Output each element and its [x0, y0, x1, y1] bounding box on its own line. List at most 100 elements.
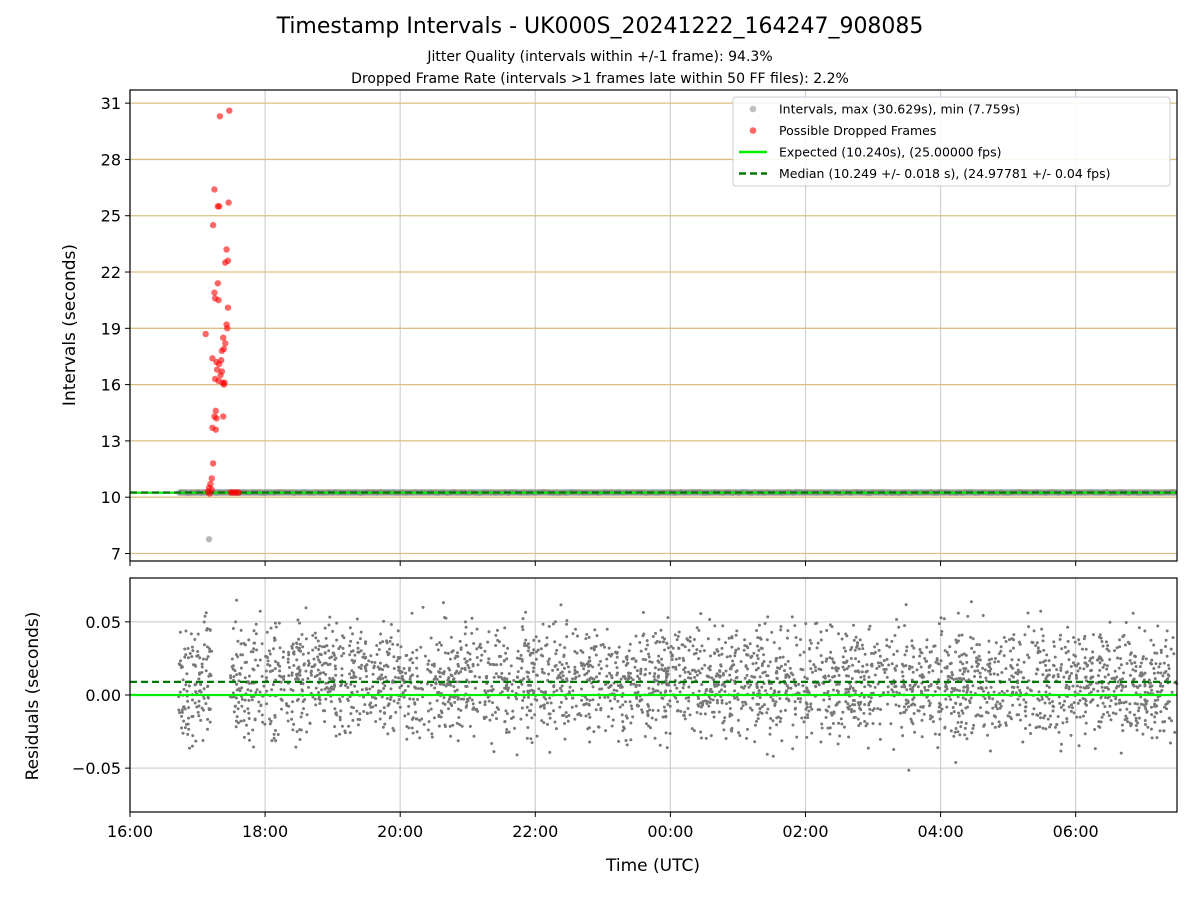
- residual-point: [916, 685, 920, 689]
- residual-point: [1132, 713, 1136, 717]
- residual-point: [696, 697, 700, 701]
- residual-point: [1016, 670, 1020, 674]
- residual-point: [981, 666, 985, 670]
- residual-point: [381, 725, 385, 729]
- residual-point: [208, 650, 212, 654]
- residual-point: [977, 654, 981, 658]
- residual-point: [856, 717, 860, 721]
- residual-point: [599, 667, 603, 671]
- residual-point: [644, 722, 648, 726]
- residual-point: [1042, 648, 1046, 652]
- residual-point: [698, 671, 702, 675]
- residual-point: [641, 610, 645, 614]
- residual-point: [959, 660, 963, 664]
- residual-point: [375, 643, 379, 647]
- residual-point: [277, 621, 281, 625]
- residual-point: [824, 708, 828, 712]
- residual-point: [311, 695, 315, 699]
- residual-point: [291, 700, 295, 704]
- residual-point: [458, 723, 462, 727]
- residual-point: [374, 720, 378, 724]
- residual-point: [1015, 713, 1019, 717]
- residual-point: [378, 675, 382, 679]
- residual-point: [427, 720, 431, 724]
- residual-point: [1056, 673, 1060, 677]
- residual-point: [651, 687, 655, 691]
- residual-point: [853, 689, 857, 693]
- residual-point: [406, 684, 410, 688]
- residual-point: [777, 690, 781, 694]
- residual-point: [781, 655, 785, 659]
- residual-point: [961, 711, 965, 715]
- residual-point: [239, 653, 243, 657]
- residual-point: [1156, 671, 1160, 675]
- residual-point: [953, 730, 957, 734]
- residual-point: [282, 675, 286, 679]
- residual-point: [956, 611, 960, 615]
- residual-point: [486, 661, 490, 665]
- residual-point: [445, 682, 449, 686]
- residual-point: [1156, 690, 1160, 694]
- residual-point: [971, 637, 975, 641]
- residual-point: [848, 704, 852, 708]
- residual-point: [734, 648, 738, 652]
- residual-point: [206, 696, 210, 700]
- residual-point: [714, 674, 718, 678]
- residual-point: [450, 674, 454, 678]
- residual-point: [978, 671, 982, 675]
- residual-point: [969, 600, 973, 604]
- residual-point: [268, 664, 272, 668]
- residual-point: [490, 684, 494, 688]
- residual-point: [544, 690, 548, 694]
- residual-point: [1105, 647, 1109, 651]
- residual-point: [1041, 660, 1045, 664]
- residual-point: [553, 640, 557, 644]
- residual-point: [937, 678, 941, 682]
- residual-point: [748, 642, 752, 646]
- residual-point: [297, 637, 301, 641]
- residual-point: [786, 686, 790, 690]
- residual-point: [969, 696, 973, 700]
- residual-point: [690, 668, 694, 672]
- residual-point: [349, 650, 353, 654]
- residual-point: [246, 707, 250, 711]
- residual-point: [1034, 672, 1038, 676]
- residual-point: [755, 628, 759, 632]
- residual-point: [1134, 716, 1138, 720]
- residual-point: [912, 696, 916, 700]
- residual-point: [231, 627, 235, 631]
- residual-point: [785, 689, 789, 693]
- residual-point: [1055, 668, 1059, 672]
- residual-point: [746, 727, 750, 731]
- residual-point: [778, 656, 782, 660]
- residual-point: [703, 699, 707, 703]
- residual-point: [179, 665, 183, 669]
- residual-point: [191, 649, 195, 653]
- residual-point: [477, 645, 481, 649]
- residual-point: [948, 645, 952, 649]
- residual-point: [247, 698, 251, 702]
- dropped-frame-point: [212, 407, 219, 415]
- residual-point: [1119, 663, 1123, 667]
- residual-point: [687, 676, 691, 680]
- residual-point: [439, 643, 443, 647]
- residual-point: [451, 723, 455, 727]
- residual-point: [1002, 636, 1006, 640]
- residual-point: [447, 697, 451, 701]
- residual-point: [964, 653, 968, 657]
- residual-point: [269, 719, 273, 723]
- residual-point: [1155, 651, 1159, 655]
- residual-point: [317, 697, 321, 701]
- residual-point: [516, 685, 520, 689]
- residual-point: [651, 634, 655, 638]
- residual-point: [522, 690, 526, 694]
- residual-point: [669, 650, 673, 654]
- residual-point: [492, 675, 496, 679]
- residual-point: [963, 733, 967, 737]
- residual-point: [623, 700, 627, 704]
- residual-point: [723, 684, 727, 688]
- residual-point: [828, 697, 832, 701]
- residual-point: [304, 606, 308, 610]
- residual-point: [359, 630, 363, 634]
- dropped-frame-point: [218, 347, 226, 355]
